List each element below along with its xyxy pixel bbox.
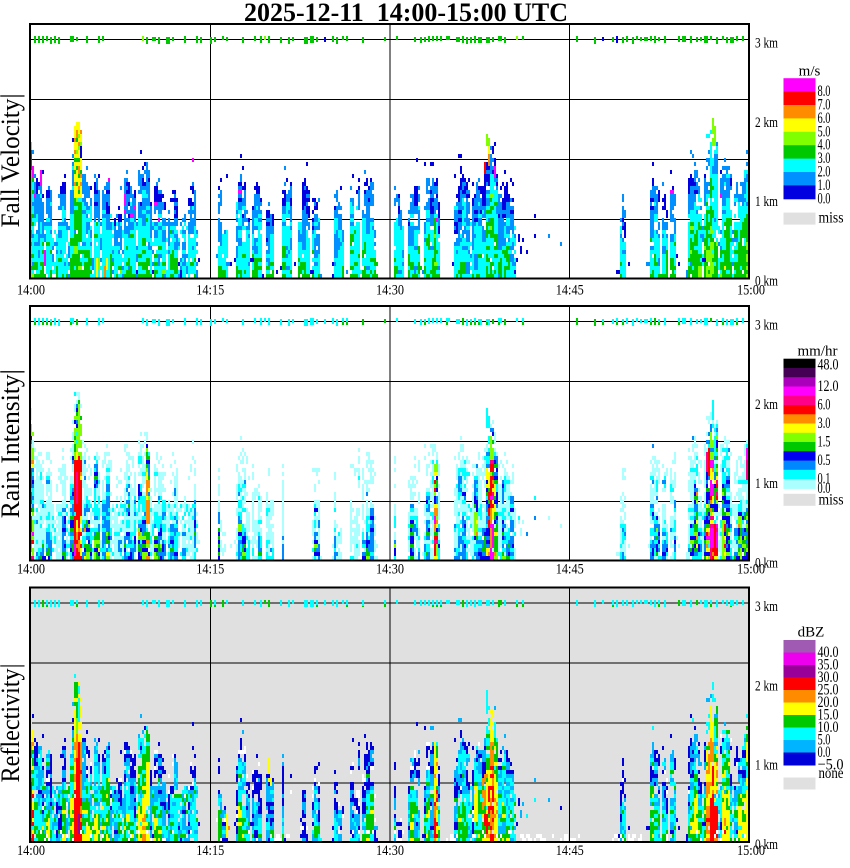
svg-text:1.5: 1.5 — [818, 434, 831, 451]
svg-text:15:00: 15:00 — [737, 562, 765, 578]
svg-text:3 km: 3 km — [755, 599, 778, 615]
svg-text:4.0: 4.0 — [818, 137, 831, 154]
svg-text:25.0: 25.0 — [818, 682, 839, 699]
svg-text:3 km: 3 km — [755, 318, 778, 334]
svg-text:10.0: 10.0 — [818, 719, 839, 736]
svg-text:0.0: 0.0 — [818, 480, 831, 497]
svg-text:30.0: 30.0 — [818, 669, 839, 686]
svg-text:3.0: 3.0 — [818, 150, 831, 167]
svg-text:Fall Velocity|: Fall Velocity| — [0, 94, 25, 228]
svg-text:8.0: 8.0 — [818, 83, 831, 100]
svg-text:2025-12-11 14:00-15:00 UTC: 2025-12-11 14:00-15:00 UTC — [244, 0, 568, 27]
svg-text:14:00: 14:00 — [17, 282, 45, 298]
svg-text:1 km: 1 km — [755, 194, 778, 210]
svg-text:0 km: 0 km — [755, 273, 778, 289]
svg-text:0.0: 0.0 — [818, 190, 831, 207]
svg-text:5.0: 5.0 — [818, 123, 831, 140]
svg-text:miss: miss — [819, 210, 844, 227]
svg-text:15:00: 15:00 — [737, 843, 765, 859]
svg-text:7.0: 7.0 — [818, 97, 831, 114]
svg-text:mm/hr: mm/hr — [798, 344, 838, 360]
svg-text:14:45: 14:45 — [556, 562, 584, 578]
svg-text:14:45: 14:45 — [556, 282, 584, 298]
svg-text:6.0: 6.0 — [818, 110, 831, 127]
svg-text:48.0: 48.0 — [818, 357, 839, 374]
svg-text:2 km: 2 km — [755, 678, 778, 694]
svg-text:15.0: 15.0 — [818, 707, 839, 724]
svg-text:−5.0: −5.0 — [818, 757, 844, 774]
svg-text:14:00: 14:00 — [17, 562, 45, 578]
svg-text:1 km: 1 km — [755, 476, 778, 492]
svg-text:20.0: 20.0 — [818, 694, 839, 711]
svg-text:14:00: 14:00 — [17, 843, 45, 859]
svg-text:40.0: 40.0 — [818, 644, 839, 661]
svg-text:1 km: 1 km — [755, 758, 778, 774]
svg-text:3.0: 3.0 — [818, 415, 831, 432]
svg-text:14:15: 14:15 — [196, 562, 224, 578]
svg-text:14:15: 14:15 — [196, 282, 224, 298]
svg-text:5.0: 5.0 — [818, 732, 831, 749]
svg-text:2 km: 2 km — [755, 115, 778, 131]
svg-text:0.5: 0.5 — [818, 452, 831, 469]
svg-text:none: none — [819, 765, 844, 782]
svg-text:14:30: 14:30 — [376, 282, 404, 298]
svg-text:dBZ: dBZ — [798, 625, 825, 641]
svg-text:2 km: 2 km — [755, 397, 778, 413]
svg-text:0 km: 0 km — [755, 555, 778, 571]
svg-text:12.0: 12.0 — [818, 378, 839, 395]
svg-text:35.0: 35.0 — [818, 657, 839, 674]
svg-text:m/s: m/s — [799, 64, 821, 80]
svg-text:6.0: 6.0 — [818, 397, 831, 414]
svg-text:Reflectivity|: Reflectivity| — [0, 664, 25, 783]
svg-text:14:30: 14:30 — [376, 562, 404, 578]
svg-text:0 km: 0 km — [755, 837, 778, 853]
svg-text:3 km: 3 km — [755, 36, 778, 52]
svg-text:1.0: 1.0 — [818, 177, 831, 194]
svg-text:0.1: 0.1 — [818, 471, 831, 488]
svg-text:miss: miss — [819, 491, 844, 508]
svg-text:14:15: 14:15 — [196, 843, 224, 859]
svg-text:0.0: 0.0 — [818, 744, 831, 761]
svg-text:2.0: 2.0 — [818, 164, 831, 181]
svg-text:Rain Intensity|: Rain Intensity| — [0, 369, 25, 518]
svg-text:15:00: 15:00 — [737, 282, 765, 298]
svg-text:14:45: 14:45 — [556, 843, 584, 859]
svg-text:14:30: 14:30 — [376, 843, 404, 859]
